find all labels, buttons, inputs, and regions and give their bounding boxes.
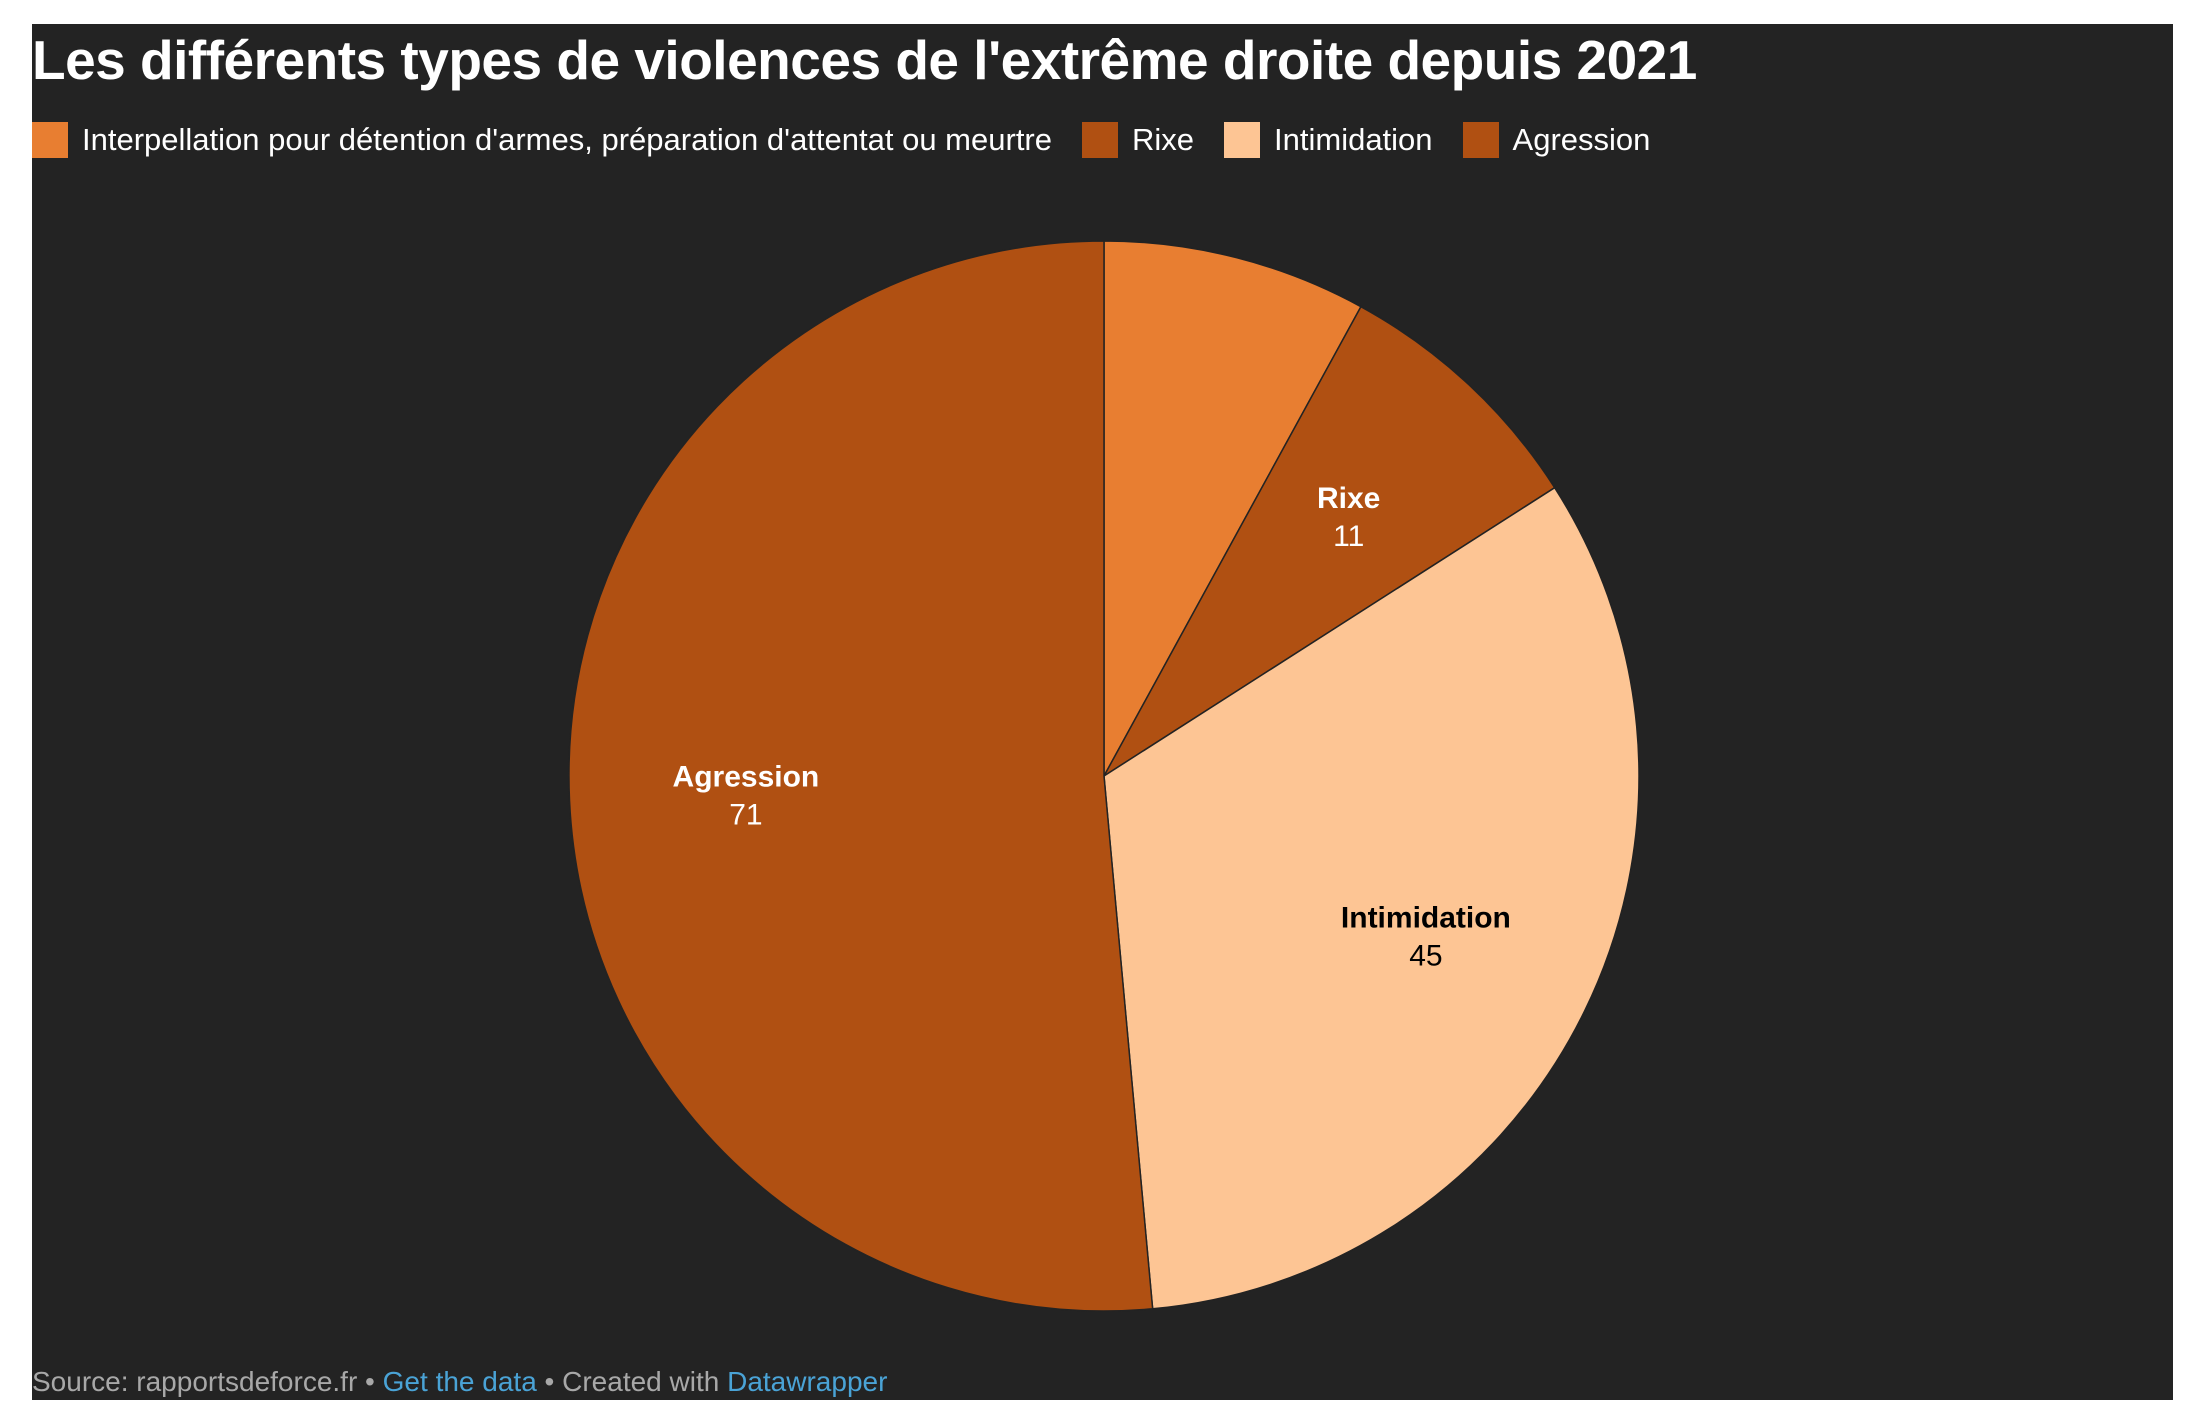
legend-item-agression: Agression xyxy=(1462,122,1651,158)
slice-label-3: Agression xyxy=(673,760,820,793)
legend-label: Interpellation pour détention d'armes, p… xyxy=(82,122,1052,157)
datawrapper-link[interactable]: Datawrapper xyxy=(727,1366,888,1397)
legend-swatch xyxy=(1462,122,1499,158)
created-with-text: Created with xyxy=(562,1366,728,1397)
legend-swatch xyxy=(32,122,68,158)
legend-label: Rixe xyxy=(1132,122,1195,157)
pie-slice-1 xyxy=(1103,305,1556,777)
footer-separator: • xyxy=(357,1366,383,1397)
slice-value-2: 45 xyxy=(1409,940,1442,973)
legend-item-interpellation: Interpellation pour détention d'armes, p… xyxy=(32,122,1052,158)
chart-title: Les différents types de violences de l'e… xyxy=(32,29,1697,91)
legend-label: Intimidation xyxy=(1274,122,1433,157)
legend-item-intimidation: Intimidation xyxy=(1224,122,1433,158)
slice-label-2: Intimidation xyxy=(1341,902,1511,935)
pie-slice-2 xyxy=(1103,486,1640,1310)
slice-label-1: Rixe xyxy=(1317,482,1380,515)
legend: Interpellation pour détention d'armes, p… xyxy=(32,122,1680,158)
footer: Source: rapportsdeforce.fr • Get the dat… xyxy=(32,1366,887,1398)
get-the-data-link[interactable]: Get the data xyxy=(382,1366,537,1397)
legend-label: Agression xyxy=(1512,122,1651,157)
pie-slice-3 xyxy=(568,240,1154,1312)
chart-container: Rixe 11 Intimidation 45 Agression 71 Les diff… xyxy=(32,24,2173,1400)
legend-swatch xyxy=(1082,122,1118,158)
slice-value-3: 71 xyxy=(729,798,762,831)
source-text: Source: rapportsdeforce.fr xyxy=(32,1366,358,1397)
slice-value-1: 11 xyxy=(1333,520,1364,553)
footer-separator: • xyxy=(536,1366,563,1397)
legend-item-rixe: Rixe xyxy=(1082,122,1194,158)
pie-chart: Rixe 11 Intimidation 45 Agression 71 xyxy=(568,240,1640,1312)
legend-swatch xyxy=(1224,122,1261,158)
pie-slice-0 xyxy=(1103,240,1362,777)
